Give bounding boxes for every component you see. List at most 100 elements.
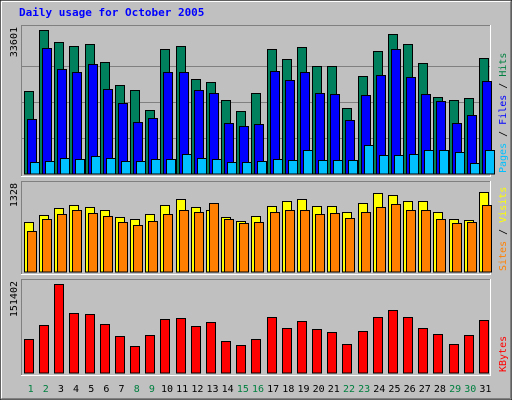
series-pages (30, 145, 495, 175)
bar-kbytes-day-24 (373, 317, 383, 374)
bar-pages-day-17 (273, 159, 283, 175)
bar-pages-day-14 (227, 162, 237, 175)
bar-pages-day-1 (30, 162, 40, 175)
x-tick-label: 16 (252, 384, 264, 395)
chart-panels: 33601 Pages / Files / Hits 1328 Sites / Vis… (9, 25, 509, 376)
series-sites (27, 203, 492, 273)
x-tick-label: 20 (313, 384, 325, 395)
bar-sites-day-28 (436, 219, 446, 273)
bar-files-day-2 (42, 48, 52, 175)
bar-sites-day-3 (57, 214, 67, 273)
bar-sites-day-2 (42, 219, 52, 273)
x-tick-label: 10 (161, 384, 173, 395)
bar-pages-day-5 (91, 156, 101, 175)
bar-files-day-10 (163, 72, 173, 175)
panel-kbytes: 151402 KBytes (9, 279, 509, 376)
x-tick-label: 30 (464, 384, 476, 395)
bar-sites-day-10 (163, 214, 173, 273)
bar-kbytes-day-30 (464, 335, 474, 374)
bar-sites-day-22 (345, 218, 355, 273)
bar-pages-day-2 (45, 161, 55, 175)
bar-kbytes-day-22 (342, 344, 352, 374)
bar-pages-day-7 (121, 161, 131, 175)
bar-sites-day-13 (209, 203, 219, 273)
bar-sites-day-30 (467, 222, 477, 273)
bar-kbytes-day-19 (297, 321, 307, 374)
bar-sites-day-18 (285, 210, 295, 273)
bar-kbytes-day-26 (403, 317, 413, 374)
x-tick-label: 8 (134, 384, 140, 395)
bar-sites-day-7 (118, 222, 128, 273)
bar-pages-day-26 (409, 154, 419, 175)
panel-kbytes-legend: KBytes (498, 336, 509, 372)
x-tick-label: 29 (449, 384, 461, 395)
x-tick-label: 15 (237, 384, 249, 395)
panel-hits-ymax-label: 33601 (9, 27, 20, 57)
bar-pages-day-6 (106, 158, 116, 175)
bar-kbytes-day-23 (358, 331, 368, 374)
x-tick-label: 5 (88, 384, 94, 395)
bar-kbytes-day-12 (191, 326, 201, 374)
bar-kbytes-day-29 (449, 344, 459, 374)
panel-visits-ymax-label: 1328 (9, 183, 20, 207)
x-tick-label: 3 (58, 384, 64, 395)
x-tick-label: 19 (297, 384, 309, 395)
bar-pages-day-8 (136, 161, 146, 175)
bar-kbytes-day-3 (54, 284, 64, 374)
panel-visits-legend: Sites / Visits (498, 187, 509, 271)
series-files (27, 48, 492, 175)
x-tick-label: 31 (479, 384, 491, 395)
x-tick-label: 17 (267, 384, 279, 395)
bar-sites-day-24 (376, 207, 386, 273)
bar-sites-day-31 (482, 205, 492, 273)
x-tick-label: 4 (73, 384, 79, 395)
x-axis-day-labels: 1 2 3 4 5 6 7 8 9 10 11 12 13 14 15 16 17 18 19 20 21 22 23 24 2… (28, 384, 492, 395)
x-tick-label: 7 (119, 384, 125, 395)
bar-kbytes-day-4 (69, 313, 79, 374)
bar-pages-day-21 (333, 160, 343, 175)
bar-pages-day-24 (379, 155, 389, 175)
bar-pages-day-29 (455, 152, 465, 175)
bar-kbytes-day-5 (85, 314, 95, 374)
bar-pages-day-16 (257, 161, 267, 175)
bar-files-day-17 (270, 71, 280, 175)
x-tick-label: 27 (419, 384, 431, 395)
bar-sites-day-26 (406, 210, 416, 273)
bar-sites-day-29 (452, 223, 462, 273)
panel-hits-legend: Pages / Files / Hits (498, 53, 509, 173)
bar-pages-day-4 (75, 159, 85, 175)
bar-pages-day-28 (439, 150, 449, 175)
bar-pages-day-30 (470, 163, 480, 175)
bar-kbytes-day-31 (479, 320, 489, 374)
bar-sites-day-23 (361, 212, 371, 273)
bar-pages-day-15 (242, 162, 252, 175)
bar-pages-day-23 (364, 145, 374, 175)
chart-title: Daily usage for October 2005 (19, 6, 204, 19)
x-tick-label: 14 (222, 384, 234, 395)
x-tick-label: 1 (28, 384, 34, 395)
bar-kbytes-day-10 (160, 319, 170, 374)
bar-sites-day-8 (133, 225, 143, 273)
bar-pages-day-13 (212, 159, 222, 175)
bar-files-day-4 (72, 72, 82, 175)
bar-kbytes-day-13 (206, 322, 216, 374)
x-tick-label: 24 (373, 384, 385, 395)
bar-kbytes-day-8 (130, 346, 140, 374)
bar-sites-day-14 (224, 219, 234, 273)
bar-sites-day-5 (88, 213, 98, 273)
x-tick-label: 28 (434, 384, 446, 395)
bar-kbytes-day-15 (236, 345, 246, 374)
panel-visits: 1328 Sites / Visits (9, 181, 509, 275)
x-tick-label: 2 (43, 384, 49, 395)
bar-pages-day-11 (182, 154, 192, 175)
bar-pages-day-10 (166, 159, 176, 175)
bar-pages-day-9 (151, 159, 161, 175)
x-tick-label: 23 (358, 384, 370, 395)
bar-pages-day-25 (394, 155, 404, 175)
bar-sites-day-1 (27, 231, 37, 273)
series-kbytes (24, 284, 489, 374)
bar-kbytes-day-16 (251, 339, 261, 374)
bar-kbytes-day-17 (267, 317, 277, 374)
x-tick-label: 18 (282, 384, 294, 395)
bar-sites-day-15 (239, 223, 249, 273)
